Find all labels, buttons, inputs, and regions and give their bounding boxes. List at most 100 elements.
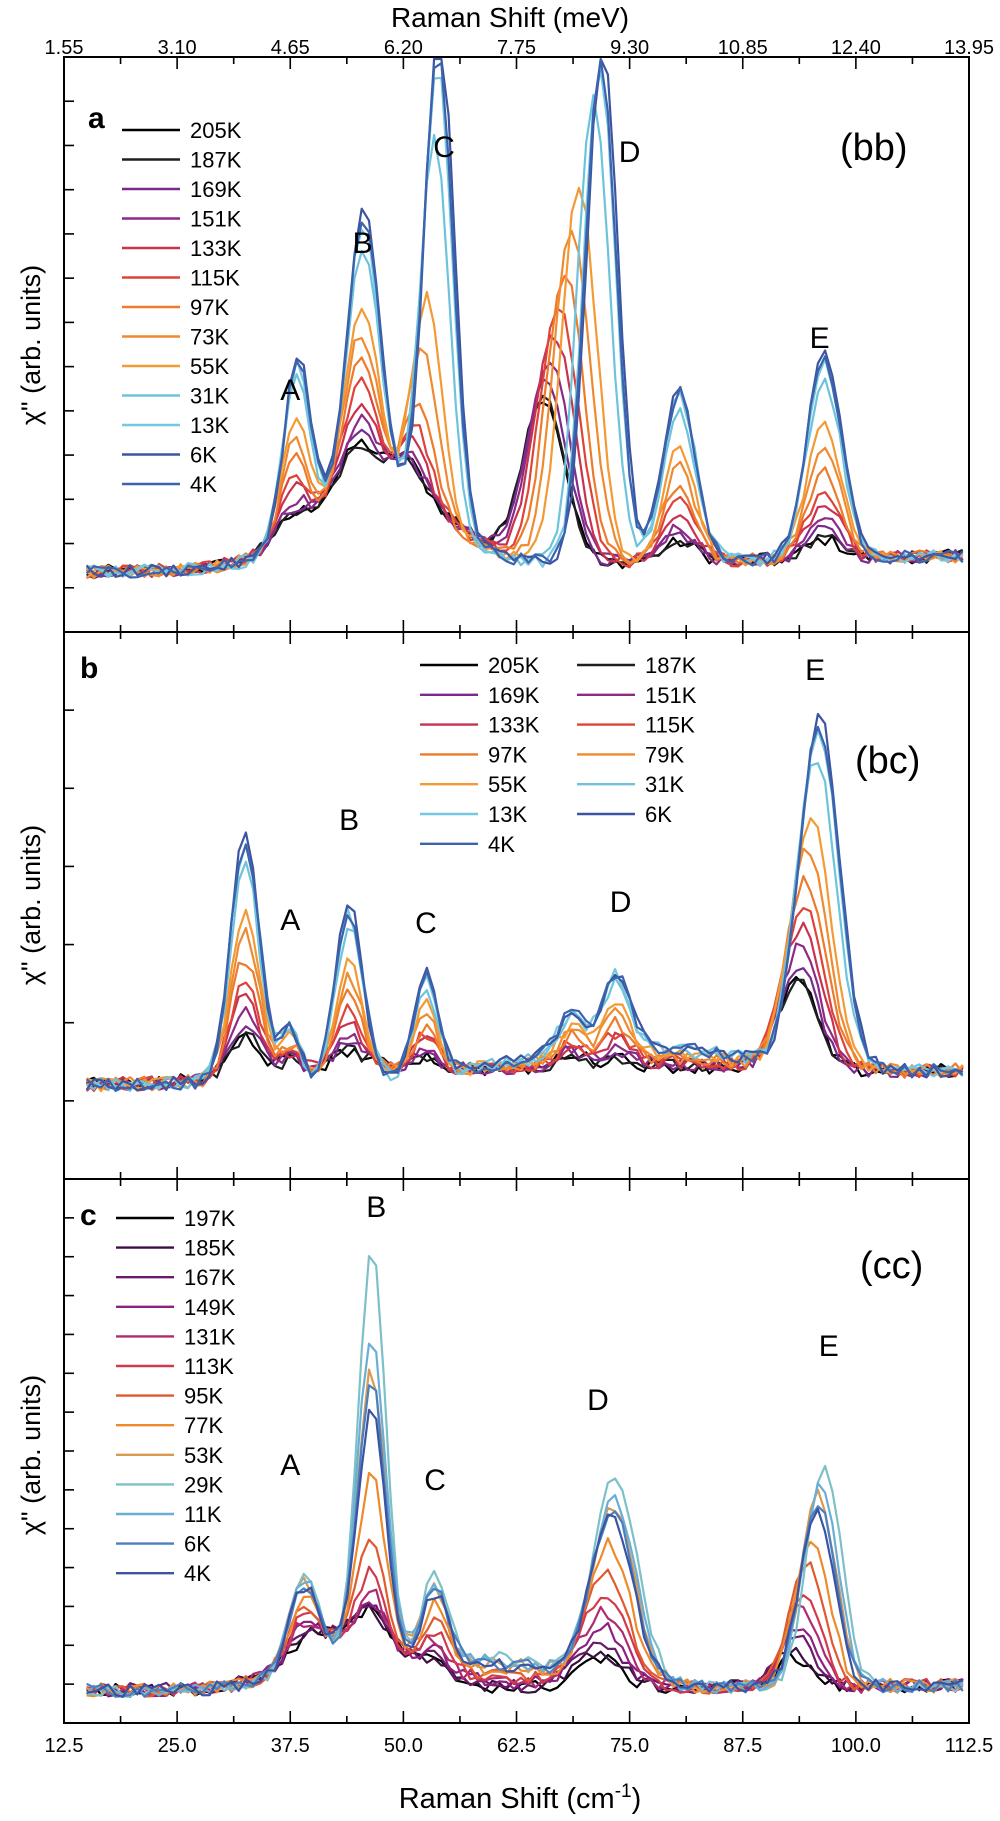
- top-tick-label: 1.55: [45, 37, 84, 59]
- top-axis-ticks: 1.55 3.10 4.65 6.20 7.75 9.30 10.85 12.40 13.95: [45, 37, 995, 59]
- panel-a-ylabel: χ" (arb. units): [16, 265, 46, 425]
- peak-label-C: C: [415, 907, 437, 940]
- peak-label-D: D: [587, 1384, 609, 1417]
- legend-label: 187K: [190, 148, 242, 173]
- top-tick-label: 3.10: [158, 37, 197, 59]
- peak-label-A: A: [280, 374, 300, 407]
- legend-label: 13K: [488, 802, 527, 827]
- legend-label: 13K: [190, 413, 229, 438]
- panel-a-series: [85, 57, 964, 580]
- legend-label: 151K: [190, 207, 242, 232]
- legend-label: 55K: [190, 354, 229, 379]
- panel-a: a (bb) χ" (arb. units) A B C D E 205K 187K 169…: [16, 56, 970, 633]
- series-c-4K: [86, 1408, 964, 1699]
- legend-label: 79K: [645, 742, 684, 767]
- bottom-tick-label: 75.0: [610, 1735, 649, 1757]
- panel-b-ticks: [63, 632, 970, 1179]
- bottom-axis-ticks: 12.5 25.0 37.5 50.0 62.5 75.0 87.5 100.0 112.5: [45, 1735, 994, 1757]
- legend-label: 151K: [645, 683, 697, 708]
- bottom-tick-label: 62.5: [497, 1735, 536, 1757]
- panel-c-letter: c: [80, 1199, 97, 1232]
- legend-label: 6K: [190, 443, 217, 468]
- series-a-6K: [85, 57, 964, 578]
- legend-label: 169K: [190, 177, 242, 202]
- legend-label: 29K: [184, 1472, 223, 1497]
- series-a-4K: [85, 57, 964, 579]
- legend-label: 115K: [190, 266, 240, 291]
- peak-label-C: C: [424, 1464, 446, 1497]
- bottom-axis-label-main: Raman Shift (cm: [399, 1783, 615, 1815]
- panel-c: c (cc) χ" (arb. units) A B C D E 197K 185K 167…: [16, 1178, 970, 1724]
- bottom-tick-label: 50.0: [384, 1735, 423, 1757]
- top-tick-label: 12.40: [831, 37, 881, 59]
- panel-b-legend: 205K 187K 169K 151K 133K 115K 97K 79K 55K 31K 13K 6…: [420, 653, 697, 857]
- top-tick-label: 9.30: [610, 37, 649, 59]
- peak-label-E: E: [819, 1330, 839, 1363]
- legend-label: 131K: [184, 1324, 236, 1349]
- panel-c-series: [85, 1254, 964, 1699]
- legend-label: 31K: [190, 384, 229, 409]
- bottom-tick-label: 12.5: [45, 1735, 84, 1757]
- legend-label: 115K: [645, 713, 695, 738]
- panel-b-series: [85, 712, 964, 1093]
- legend-label: 6K: [645, 802, 672, 827]
- legend-label: 205K: [488, 653, 540, 678]
- series-b-187K: [85, 978, 964, 1092]
- top-tick-label: 7.75: [497, 37, 536, 59]
- legend-label: 4K: [488, 832, 515, 857]
- legend-label: 53K: [184, 1443, 223, 1468]
- peak-label-D: D: [610, 886, 632, 919]
- panel-c-legend: 197K 185K 167K 149K 131K 113K 95K 77K 53K 29K 11K 6…: [116, 1206, 236, 1586]
- legend-label: 73K: [190, 325, 229, 350]
- bottom-tick-label: 25.0: [158, 1735, 197, 1757]
- bottom-tick-label: 87.5: [723, 1735, 762, 1757]
- panel-b: b (bc) χ" (arb. units) A B C D E 205K 187K 169…: [16, 631, 970, 1180]
- peak-label-D: D: [619, 136, 641, 169]
- legend-label: 55K: [488, 772, 527, 797]
- panel-b-peak-labels: A B C D E: [280, 654, 825, 940]
- bottom-tick-label: 37.5: [271, 1735, 310, 1757]
- top-axis-label: Raman Shift (meV): [391, 2, 629, 33]
- legend-label: 133K: [488, 713, 540, 738]
- panel-a-polarization: (bb): [840, 127, 908, 169]
- top-tick-label: 4.65: [271, 37, 310, 59]
- peak-label-B: B: [366, 1191, 386, 1224]
- peak-label-C: C: [433, 131, 455, 164]
- panel-c-peak-labels: A B C D E: [280, 1191, 838, 1497]
- panel-c-ylabel: χ" (arb. units): [16, 1375, 46, 1535]
- series-c-77K: [86, 1471, 964, 1698]
- legend-label: 197K: [184, 1206, 236, 1231]
- legend-label: 205K: [190, 118, 242, 143]
- peak-label-A: A: [280, 904, 300, 937]
- top-tick-label: 13.95: [944, 37, 994, 59]
- legend-label: 6K: [184, 1532, 211, 1557]
- legend-label: 11K: [184, 1502, 222, 1527]
- bottom-tick-label: 100.0: [831, 1735, 881, 1757]
- peak-label-B: B: [339, 804, 359, 837]
- legend-label: 97K: [190, 295, 229, 320]
- panel-c-polarization: (cc): [860, 1245, 923, 1287]
- panel-a-peak-labels: A B C D E: [280, 131, 829, 407]
- legend-label: 149K: [184, 1295, 236, 1320]
- legend-label: 95K: [184, 1384, 223, 1409]
- panel-a-letter: a: [88, 102, 105, 135]
- peak-label-B: B: [353, 227, 373, 260]
- panel-a-legend: 205K 187K 169K 151K 133K 115K 97K 73K 55K 31K 13K 6…: [122, 118, 242, 497]
- bottom-axis-label-sup: -1: [615, 1781, 632, 1802]
- legend-label: 31K: [645, 772, 684, 797]
- series-a-13K: [86, 69, 964, 577]
- panel-a-ticks: [63, 57, 970, 632]
- legend-label: 4K: [190, 472, 217, 497]
- series-b-4K: [85, 725, 964, 1093]
- legend-label: 169K: [488, 683, 540, 708]
- top-tick-label: 10.85: [718, 37, 768, 59]
- top-tick-label: 6.20: [384, 37, 423, 59]
- panel-b-ylabel: χ" (arb. units): [16, 825, 46, 985]
- legend-label: 167K: [184, 1265, 236, 1290]
- legend-label: 133K: [190, 236, 242, 261]
- legend-label: 187K: [645, 653, 697, 678]
- bottom-axis-label-end: ): [632, 1783, 642, 1815]
- legend-label: 77K: [184, 1413, 223, 1438]
- peak-label-E: E: [805, 654, 825, 687]
